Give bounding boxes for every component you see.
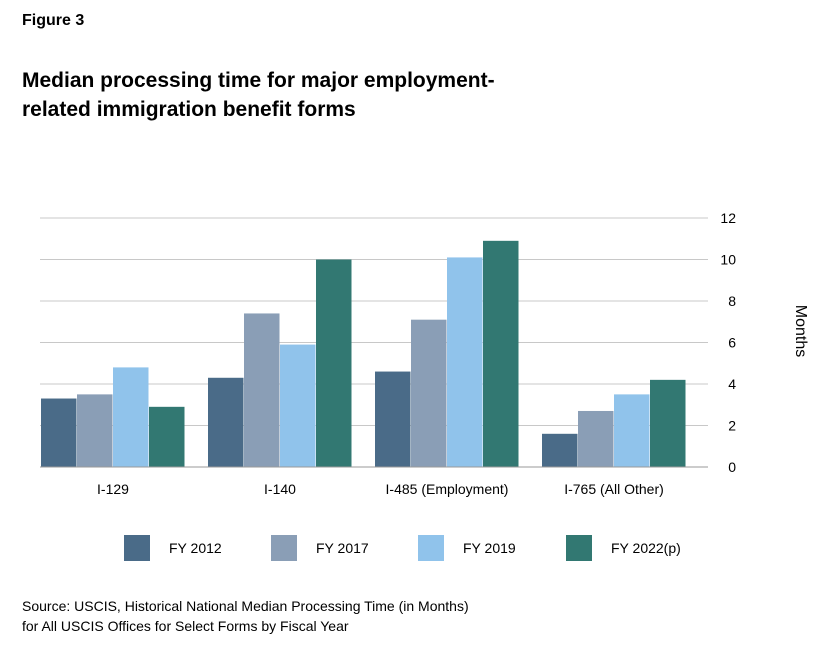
source-line-1: Source: USCIS, Historical National Media… [22, 598, 469, 614]
figure-label: Figure 3 [22, 12, 85, 29]
bar [614, 394, 650, 467]
bar [280, 344, 316, 467]
bar [375, 371, 411, 467]
chart-title-line-2: related immigration benefit forms [22, 98, 356, 121]
bar [41, 398, 77, 467]
bar [447, 257, 483, 467]
bar [316, 259, 352, 467]
y-tick-label: 10 [720, 252, 736, 268]
y-tick-label: 8 [728, 293, 736, 309]
chart-title: Median processing time for major employm… [22, 66, 582, 124]
legend-swatch [566, 535, 592, 561]
x-category-label: I-140 [264, 481, 296, 497]
x-category-label: I-129 [97, 481, 129, 497]
source-note: Source: USCIS, Historical National Media… [22, 596, 469, 636]
bar [650, 379, 686, 467]
y-tick-label: 12 [720, 210, 736, 226]
bar [113, 367, 149, 467]
y-tick-label: 6 [728, 335, 736, 351]
bar [411, 319, 447, 467]
bar [578, 410, 614, 467]
y-tick-label: 0 [728, 459, 736, 475]
legend-label: FY 2012 [169, 540, 222, 556]
bar-chart: 0 2 4 6 8 10 12 Months I-129 I-140 I-485 (Employme… [40, 210, 809, 561]
y-tick-label: 2 [728, 418, 736, 434]
bar [149, 406, 185, 467]
y-tick-label: 4 [728, 376, 736, 392]
x-category-label: I-765 (All Other) [564, 481, 664, 497]
legend-swatch [124, 535, 150, 561]
bar [77, 394, 113, 467]
source-line-2: for All USCIS Offices for Select Forms b… [22, 618, 349, 634]
bar [542, 433, 578, 467]
legend-label: FY 2017 [316, 540, 369, 556]
legend-label: FY 2019 [463, 540, 516, 556]
y-axis-label: Months [792, 305, 809, 357]
chart-title-line-1: Median processing time for major employm… [22, 69, 495, 92]
legend-label: FY 2022(p) [611, 540, 681, 556]
bar [244, 313, 280, 467]
legend-swatch [271, 535, 297, 561]
legend-swatch [418, 535, 444, 561]
bar [483, 240, 519, 467]
bar [208, 377, 244, 467]
x-category-label: I-485 (Employment) [386, 481, 509, 497]
